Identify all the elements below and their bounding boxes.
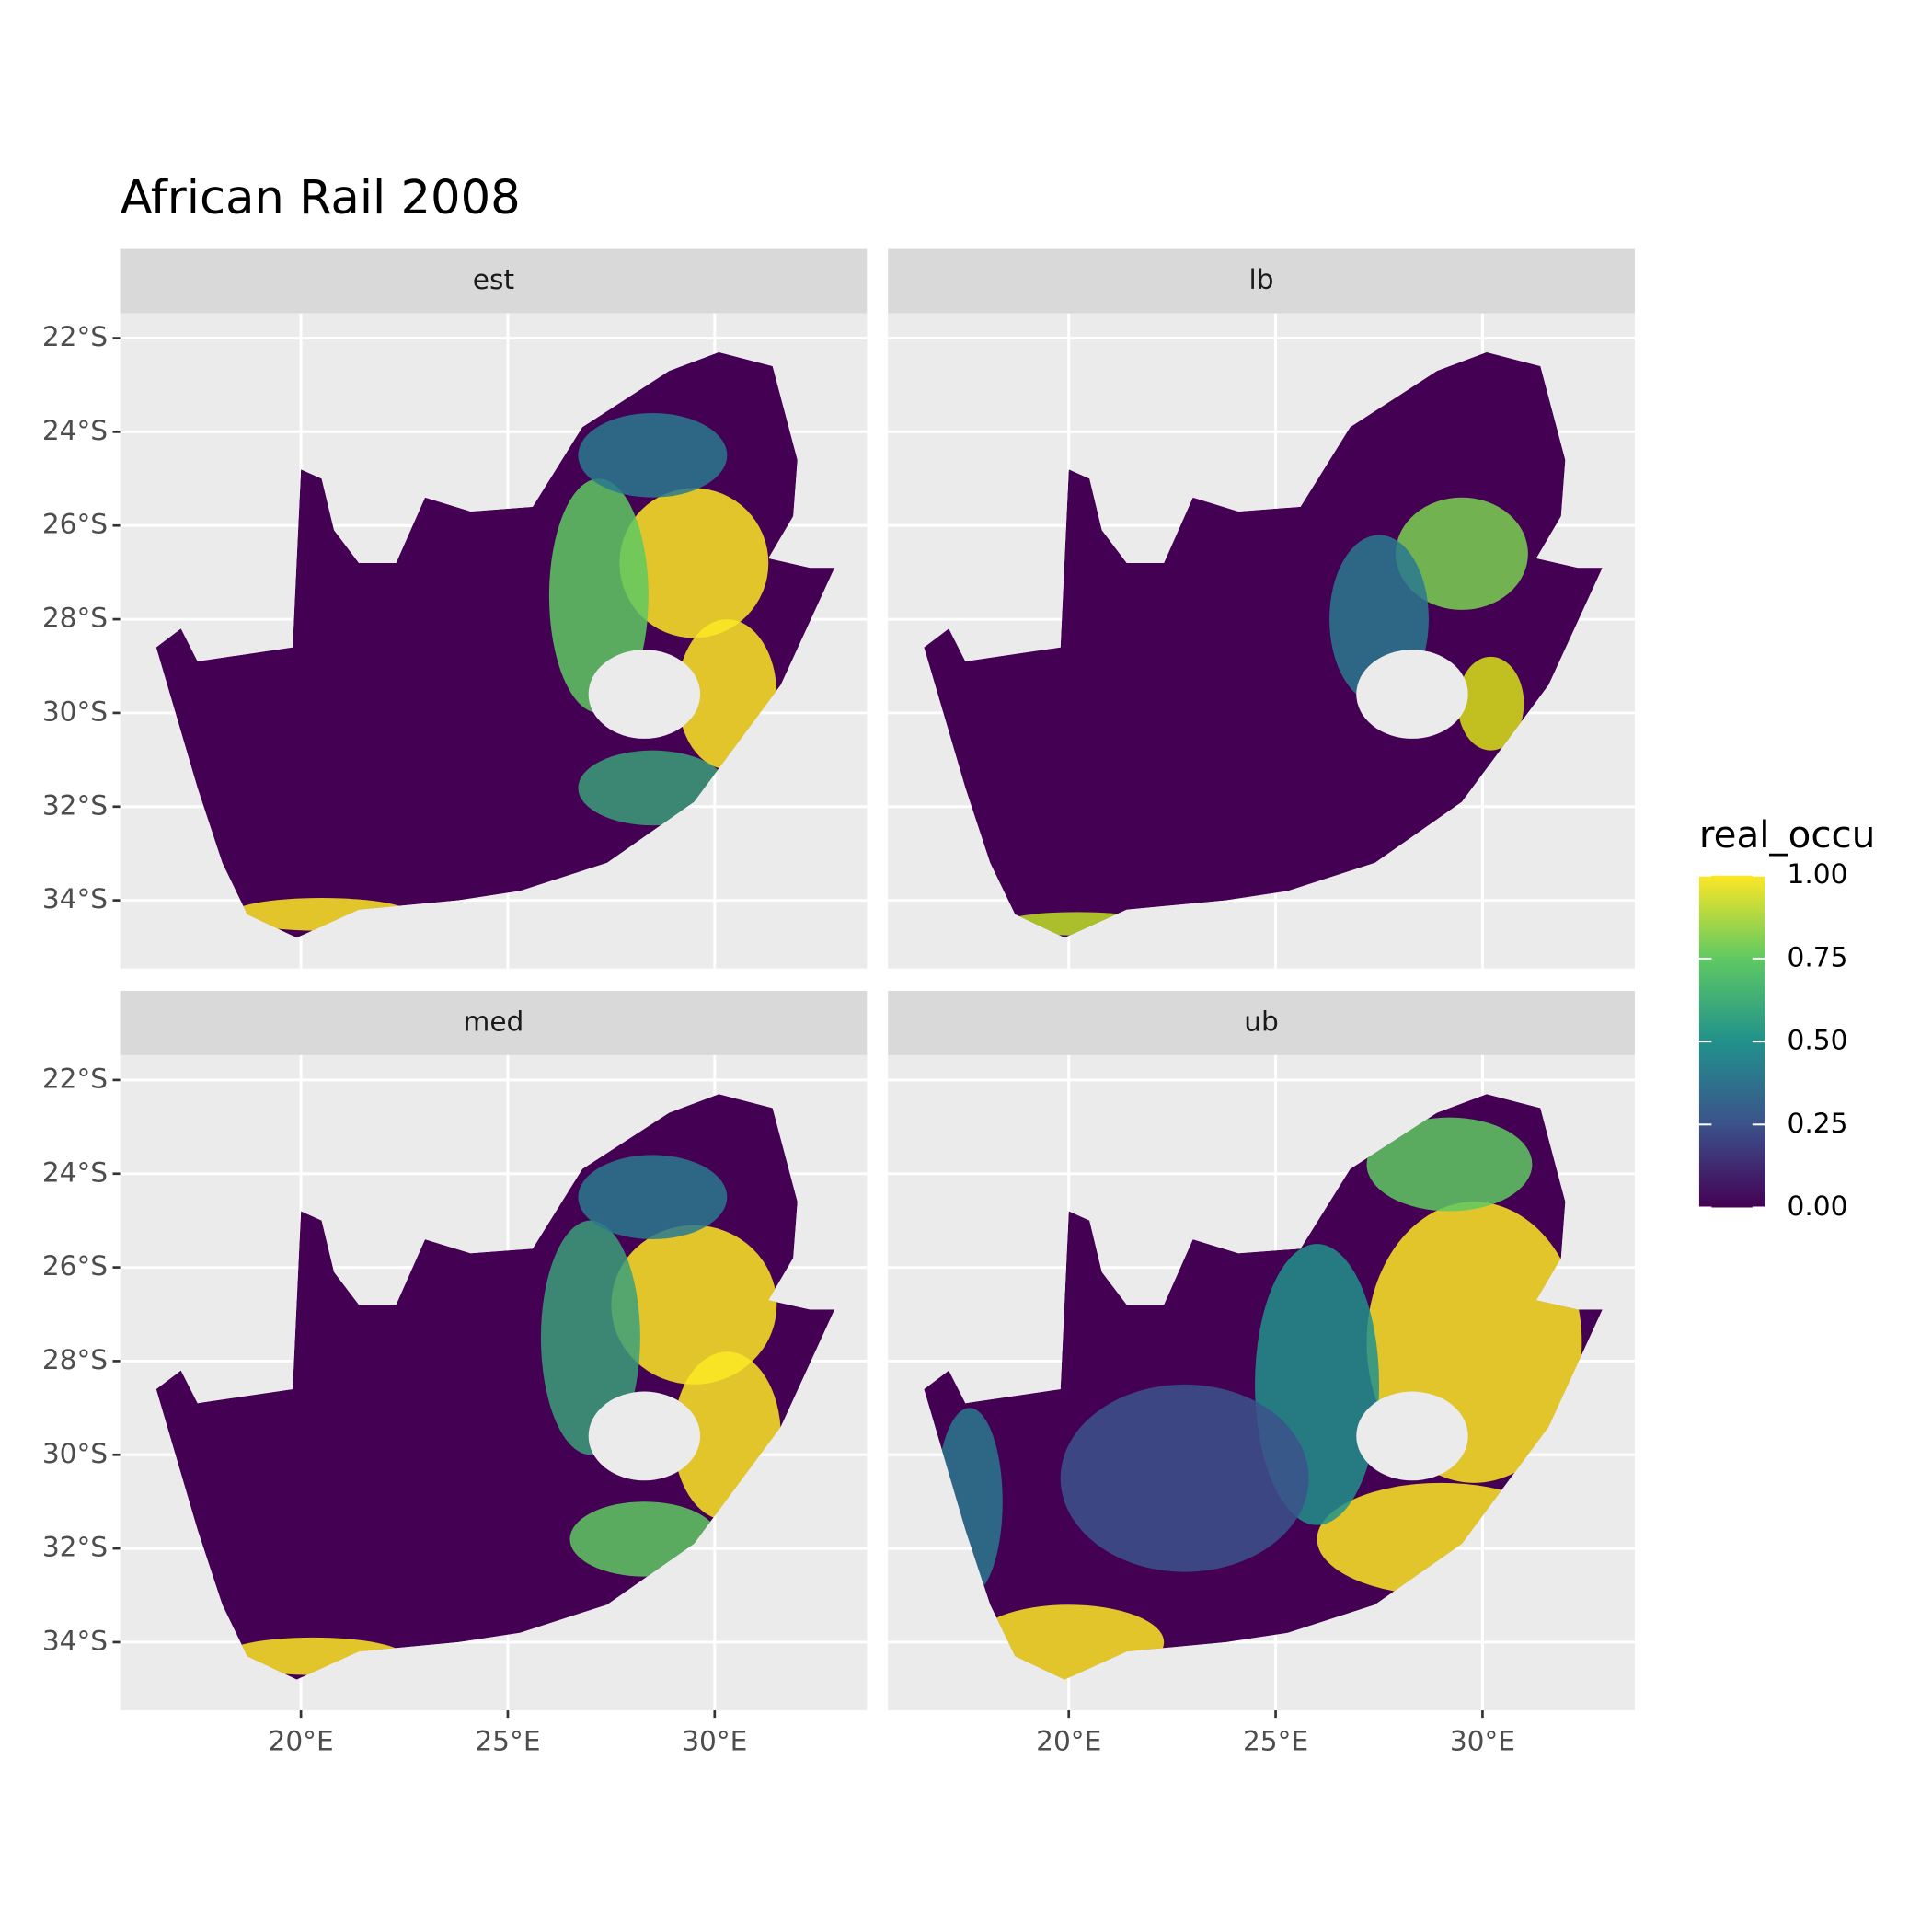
legend-label: 0.25 xyxy=(1788,1108,1848,1139)
occupancy-area xyxy=(1366,1117,1533,1212)
map xyxy=(155,351,835,938)
occupancy-area xyxy=(611,1225,777,1385)
occupancy-area xyxy=(578,1155,728,1240)
legend-label: 0.50 xyxy=(1788,1025,1848,1056)
strip-label: est xyxy=(473,264,514,295)
lesotho xyxy=(1356,650,1468,739)
strip xyxy=(120,990,868,1055)
occupancy-area xyxy=(1395,497,1528,610)
y-tick-label: 26°S xyxy=(42,509,108,540)
lesotho xyxy=(1356,1391,1468,1481)
strip xyxy=(888,248,1635,314)
occupancy-area xyxy=(1457,656,1524,751)
legend-label: 0.00 xyxy=(1788,1190,1848,1222)
strip xyxy=(120,248,868,314)
y-tick-label: 34°S xyxy=(42,883,108,914)
occupancy-area xyxy=(1060,1384,1309,1572)
y-tick-label: 24°S xyxy=(42,415,108,446)
y-tick-label: 32°S xyxy=(42,1532,108,1563)
country xyxy=(924,351,1603,938)
map xyxy=(155,1094,835,1680)
y-tick-label: 22°S xyxy=(42,321,108,352)
x-tick-label: 20°E xyxy=(1036,1726,1101,1757)
strip-label: lb xyxy=(1249,264,1274,295)
y-tick-label: 28°S xyxy=(42,1344,108,1375)
x-tick-label: 30°E xyxy=(682,1726,747,1757)
lesotho xyxy=(588,1391,701,1481)
y-tick-label: 30°S xyxy=(42,696,108,727)
map xyxy=(924,351,1603,938)
strip xyxy=(888,990,1635,1055)
y-tick-label: 22°S xyxy=(42,1063,108,1094)
occupancy-area xyxy=(540,1220,640,1455)
legend-label: 1.00 xyxy=(1788,858,1848,890)
y-tick-label: 34°S xyxy=(42,1625,108,1656)
x-tick-label: 20°E xyxy=(268,1726,333,1757)
y-tick-label: 28°S xyxy=(42,603,108,634)
lesotho xyxy=(588,650,701,739)
y-tick-label: 24°S xyxy=(42,1156,108,1188)
x-tick-label: 25°E xyxy=(1243,1726,1308,1757)
y-tick-label: 26°S xyxy=(42,1250,108,1282)
strip-label: ub xyxy=(1244,1006,1279,1037)
legend-title: real_occu xyxy=(1699,813,1875,857)
strip-label: med xyxy=(464,1006,524,1037)
chart-title: African Rail 2008 xyxy=(121,171,521,225)
x-tick-label: 25°E xyxy=(475,1726,540,1757)
legend-label: 0.75 xyxy=(1788,941,1848,972)
x-tick-label: 30°E xyxy=(1450,1726,1515,1757)
occupancy-area xyxy=(578,413,728,498)
y-tick-label: 30°S xyxy=(42,1438,108,1469)
y-tick-label: 32°S xyxy=(42,789,108,821)
map xyxy=(924,1094,1603,1680)
occupancy-area xyxy=(619,488,769,638)
